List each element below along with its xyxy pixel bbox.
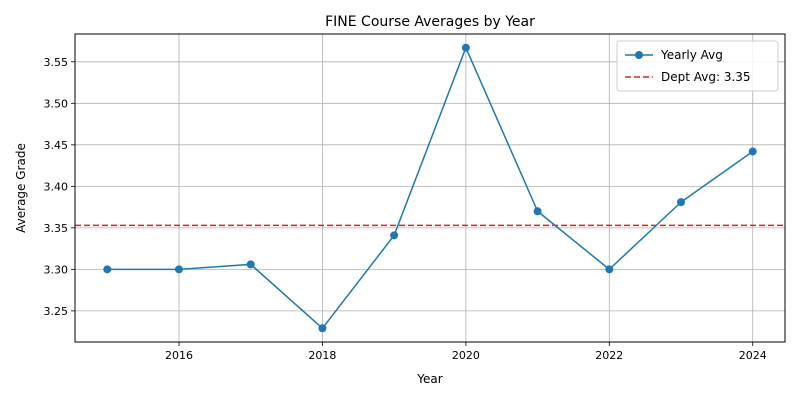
x-axis-ticks: 2016 2018 2020 2022 2024: [165, 342, 767, 362]
y-tick-label: 3.40: [44, 180, 69, 193]
y-tick-label: 3.45: [44, 139, 69, 152]
data-point: [461, 43, 470, 52]
x-tick-label: 2022: [595, 349, 623, 362]
data-point: [318, 324, 327, 333]
data-point: [174, 265, 183, 274]
legend-label: Dept Avg: 3.35: [661, 70, 751, 84]
grid: [75, 34, 785, 342]
y-tick-label: 3.50: [44, 97, 69, 110]
x-tick-label: 2024: [739, 349, 767, 362]
data-point: [246, 260, 255, 269]
legend-box: [616, 40, 779, 92]
data-point: [103, 265, 112, 274]
chart-title: FINE Course Averages by Year: [325, 14, 535, 30]
series-layer: [103, 43, 757, 333]
y-tick-label: 3.25: [44, 305, 69, 318]
y-tick-label: 3.35: [44, 222, 69, 235]
data-point: [605, 265, 614, 274]
data-point: [677, 198, 686, 207]
yearly-avg-line: [107, 46, 754, 330]
legend-label: Yearly Avg: [660, 48, 723, 62]
x-tick-label: 2020: [452, 349, 480, 362]
data-point: [748, 147, 757, 156]
data-point: [390, 231, 399, 240]
y-tick-label: 3.55: [44, 56, 69, 69]
data-point: [533, 207, 542, 216]
x-axis-label: Year: [416, 372, 442, 386]
x-tick-label: 2018: [308, 349, 336, 362]
legend-marker-swatch: [635, 51, 643, 59]
y-tick-label: 3.30: [44, 263, 69, 276]
x-tick-label: 2016: [165, 349, 193, 362]
plot-frame: [74, 33, 786, 343]
y-axis-ticks: 3.25 3.30 3.35 3.40 3.45 3.50 3.55: [44, 56, 75, 318]
y-axis-label: Average Grade: [14, 143, 28, 233]
legend: Yearly Avg Dept Avg: 3.35: [616, 40, 779, 92]
